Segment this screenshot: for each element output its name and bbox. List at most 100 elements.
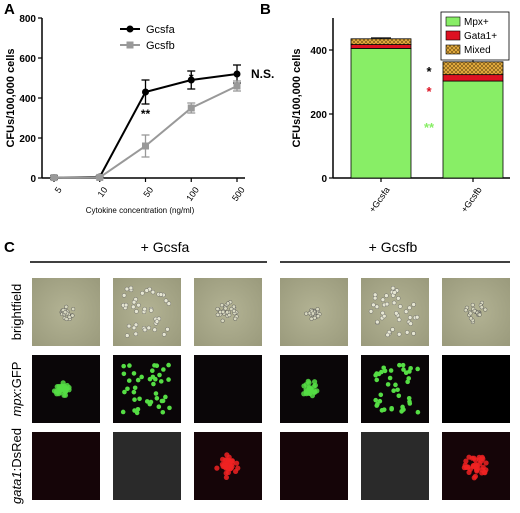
x-axis-label: Cytokine concentration (ng/ml) xyxy=(86,206,195,215)
gfp-cell xyxy=(62,388,68,394)
legend-swatch xyxy=(445,30,461,41)
gfp-cell xyxy=(125,386,130,392)
gfp-cell xyxy=(407,399,412,404)
cell xyxy=(215,312,220,317)
legend-label: Mixed xyxy=(464,45,491,56)
cell xyxy=(225,310,230,315)
cell xyxy=(470,302,475,307)
legend-label: Gata1+ xyxy=(464,31,497,42)
data-point xyxy=(142,142,149,150)
cell xyxy=(232,308,237,313)
gfp-cell xyxy=(131,371,137,376)
cell xyxy=(411,302,416,307)
cell xyxy=(316,314,321,319)
gfp-cell xyxy=(163,394,168,400)
row-label: gata1:DsRed xyxy=(9,428,24,504)
cell xyxy=(165,327,170,332)
gfp-cell xyxy=(158,379,164,384)
x-tick-label: 100 xyxy=(184,185,201,203)
gfp-cell xyxy=(135,377,141,383)
micrograph-panel-c: + Gcsfa + Gcsfb brightfield mpx:GFP gata1:… xyxy=(9,239,510,504)
bar-segment-mpx xyxy=(442,80,504,179)
gfp-cell xyxy=(131,389,137,395)
significance-mark: * xyxy=(426,84,432,99)
gfp-cell xyxy=(166,377,171,382)
cell xyxy=(375,319,380,325)
gfp-cell xyxy=(415,366,420,372)
cell xyxy=(221,309,226,314)
cell xyxy=(411,331,416,336)
gfp-cell xyxy=(388,368,394,373)
cell xyxy=(144,288,149,293)
cell xyxy=(404,330,410,335)
gfp-cell xyxy=(154,395,160,401)
cell xyxy=(136,302,141,308)
gfp-cell xyxy=(57,386,63,392)
data-point xyxy=(187,104,195,112)
cell xyxy=(223,306,228,311)
cell xyxy=(479,305,484,310)
data-point xyxy=(50,174,58,182)
cell xyxy=(154,319,160,324)
y-tick-label: 0 xyxy=(321,174,327,185)
cell xyxy=(226,301,231,306)
gfp-cell xyxy=(154,363,160,369)
dsred-cell xyxy=(235,465,241,471)
row-label-part: gata1 xyxy=(9,471,24,504)
gfp-cell xyxy=(307,386,313,392)
line-chart-a: CFUs/100,000 cells Cytokine concentratio… xyxy=(5,14,274,215)
x-tick-label: 50 xyxy=(141,185,155,199)
cell xyxy=(128,285,134,291)
gfp-cell xyxy=(160,409,166,415)
gfp-cell xyxy=(312,389,318,395)
cell xyxy=(309,316,314,321)
gfp-cell xyxy=(135,406,141,412)
panel-letter-c: C xyxy=(4,239,15,256)
cell xyxy=(152,327,157,332)
data-point xyxy=(233,82,241,90)
cell xyxy=(407,305,412,310)
gfp-cell xyxy=(137,396,142,402)
dsred-cell xyxy=(466,454,472,460)
gfp-cell xyxy=(61,383,68,389)
bar-segment-gata1 xyxy=(350,44,412,49)
gfp-cell xyxy=(126,378,132,383)
gfp-cell xyxy=(374,377,380,383)
cell xyxy=(124,286,130,292)
micrograph-tile xyxy=(361,432,429,500)
cell xyxy=(304,311,309,316)
gfp-cell xyxy=(156,404,162,410)
dsred-cell xyxy=(476,454,482,460)
significance-mark: ** xyxy=(424,120,435,135)
dsred-cell xyxy=(473,463,479,469)
y-tick-label: 600 xyxy=(19,54,36,65)
gfp-cell xyxy=(161,367,166,372)
gfp-cell xyxy=(122,389,127,395)
x-tick-label: +Gcsfb xyxy=(459,185,484,214)
gfp-cell xyxy=(387,375,393,381)
gfp-cell xyxy=(150,368,155,374)
cell xyxy=(396,296,401,301)
cell xyxy=(468,311,473,316)
cell xyxy=(142,327,148,333)
gfp-cell xyxy=(415,409,421,415)
gfp-cell xyxy=(167,405,172,411)
dsred-cell xyxy=(483,460,489,466)
legend-label: Gcsfa xyxy=(146,24,176,36)
gfp-cell xyxy=(121,371,127,377)
cell xyxy=(233,316,238,321)
cell xyxy=(310,311,315,316)
gfp-cell xyxy=(403,370,409,375)
dsred-cell xyxy=(234,460,240,466)
gfp-cell xyxy=(306,380,312,386)
cell xyxy=(126,323,132,329)
cell xyxy=(414,315,420,320)
cell xyxy=(397,332,402,337)
dsred-cell xyxy=(214,465,220,471)
cell xyxy=(371,302,376,308)
y-tick-label: 400 xyxy=(19,94,36,105)
gfp-cell xyxy=(397,362,402,368)
gfp-cell xyxy=(377,398,383,404)
micrograph-tile xyxy=(113,278,181,346)
bar-segment-mpx xyxy=(350,48,412,179)
